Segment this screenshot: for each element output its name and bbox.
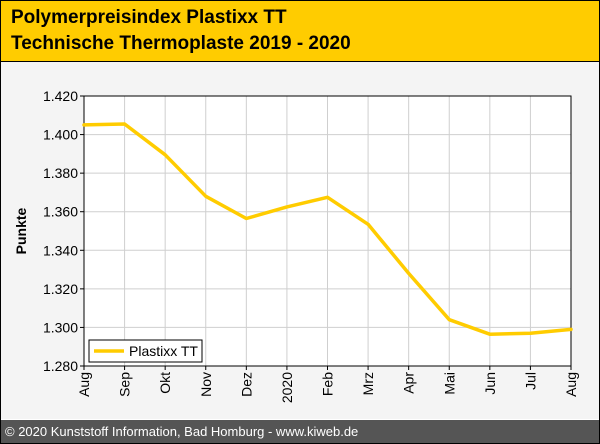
legend-box bbox=[88, 339, 203, 363]
x-tick-label: Mrz bbox=[360, 372, 376, 395]
y-tick-label: 1.400 bbox=[43, 127, 78, 143]
x-tick-label: Aug bbox=[563, 372, 579, 397]
x-tick-label: Jul bbox=[522, 372, 538, 390]
chart-header: Polymerpreisindex Plastixx TT Technische… bbox=[1, 1, 599, 62]
x-tick-label: Okt bbox=[157, 372, 173, 394]
x-tick-label: Apr bbox=[401, 372, 417, 394]
y-tick-label: 1.360 bbox=[43, 204, 78, 220]
copyright-text: © 2020 Kunststoff Information, Bad Hombu… bbox=[5, 424, 359, 439]
y-axis-label: Punkte bbox=[13, 207, 29, 254]
x-tick-label: 2020 bbox=[279, 372, 295, 403]
y-tick-label: 1.300 bbox=[43, 319, 78, 335]
legend-label: Plastixx TT bbox=[129, 343, 198, 359]
chart-title: Polymerpreisindex Plastixx TT bbox=[11, 7, 287, 28]
y-tick-label: 1.380 bbox=[43, 165, 78, 181]
x-tick-label: Nov bbox=[198, 372, 214, 397]
y-tick-label: 1.280 bbox=[43, 358, 78, 374]
y-tick-label: 1.420 bbox=[43, 88, 78, 104]
chart-subtitle: Technische Thermoplaste 2019 - 2020 bbox=[11, 33, 351, 54]
x-tick-label: Dez bbox=[238, 372, 254, 397]
x-tick-label: Feb bbox=[320, 372, 336, 396]
y-tick-label: 1.320 bbox=[43, 281, 78, 297]
x-tick-label: Sep bbox=[117, 372, 133, 397]
copyright-footer: © 2020 Kunststoff Information, Bad Hombu… bbox=[1, 420, 599, 443]
x-tick-label: Jun bbox=[482, 372, 498, 395]
series-line bbox=[82, 122, 573, 336]
x-tick-label: Mai bbox=[441, 372, 457, 395]
y-tick-label: 1.340 bbox=[43, 242, 78, 258]
x-tick-label: Aug bbox=[76, 372, 92, 397]
